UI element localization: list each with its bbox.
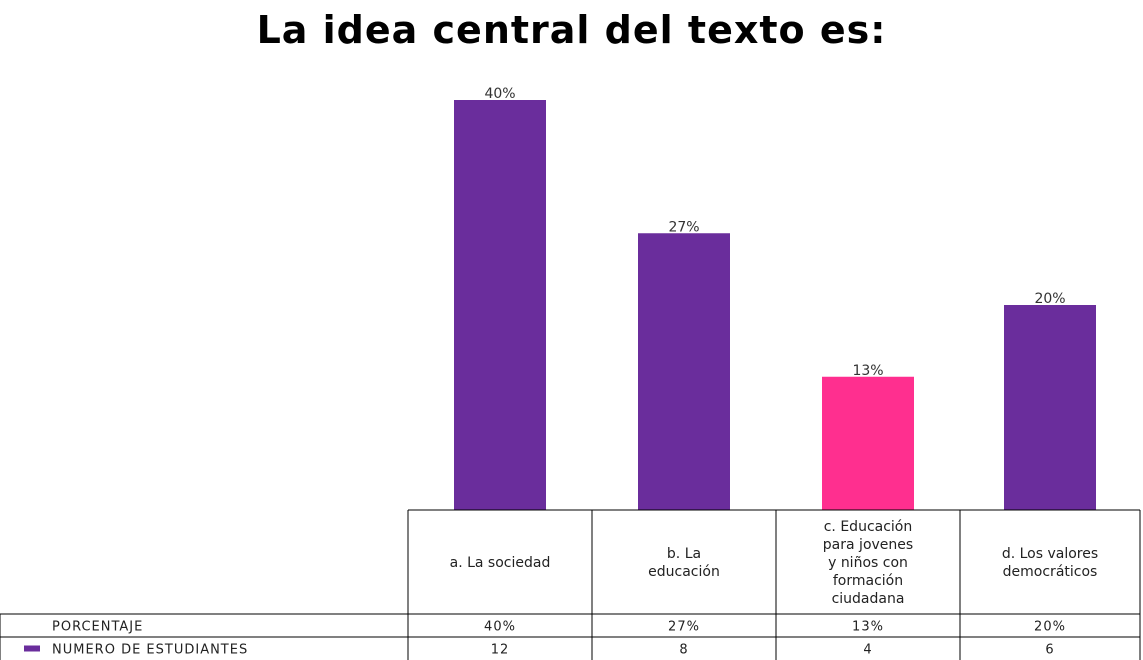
category-label-2-line-2: educación — [648, 564, 720, 580]
bars-group: 40% 27% 13% 20% — [454, 86, 1096, 510]
cell-estudiantes-1: 12 — [491, 643, 510, 658]
cell-estudiantes-4: 6 — [1045, 643, 1054, 658]
bar-1 — [454, 100, 546, 510]
data-label-3: 13% — [852, 363, 883, 379]
row-label-numero-estudiantes: NUMERO DE ESTUDIANTES — [52, 643, 248, 658]
legend-marker — [24, 645, 40, 652]
bar-4 — [1004, 305, 1096, 510]
category-label-3-line-5: ciudadana — [832, 591, 905, 607]
category-label-1-line-1: a. La sociedad — [450, 555, 551, 571]
cell-estudiantes-2: 8 — [679, 643, 688, 658]
category-label-4-line-2: democráticos — [1003, 564, 1098, 580]
category-label-3-line-3: y niños con — [828, 555, 908, 571]
data-label-1: 40% — [484, 86, 515, 102]
category-label-3-line-1: c. Educación — [824, 519, 913, 535]
chart-title: La idea central del texto es: — [256, 8, 887, 52]
cell-estudiantes-3: 4 — [863, 643, 872, 658]
cell-porcentaje-4: 20% — [1034, 620, 1066, 635]
cell-porcentaje-2: 27% — [668, 620, 700, 635]
row-label-porcentaje: PORCENTAJE — [52, 620, 143, 635]
category-label-4-line-1: d. Los valores — [1002, 546, 1098, 562]
category-label-2-line-1: b. La — [667, 546, 701, 562]
data-label-2: 27% — [668, 219, 699, 235]
cell-porcentaje-1: 40% — [484, 620, 516, 635]
cell-porcentaje-3: 13% — [852, 620, 884, 635]
category-label-3-line-4: formación — [833, 573, 903, 589]
bar-2 — [638, 233, 730, 510]
data-table: a. La sociedad b. La educación c. Educación… — [0, 509, 1141, 660]
data-label-4: 20% — [1034, 291, 1065, 307]
category-label-3-line-2: para jovenes — [823, 537, 913, 553]
bar-3 — [822, 376, 914, 510]
